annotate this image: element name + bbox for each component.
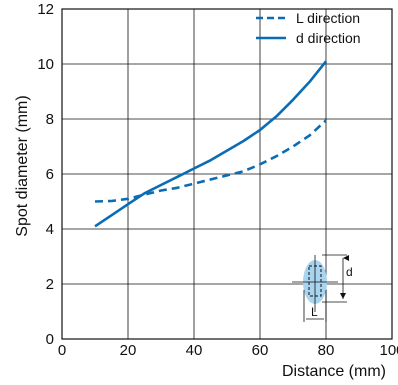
x-tick-label: 100 <box>379 342 398 359</box>
grid-lines <box>62 9 392 339</box>
x-tick-label: 80 <box>318 342 335 359</box>
series-line-l-direction <box>94 119 327 203</box>
y-tick-label: 4 <box>46 221 54 238</box>
series-lines <box>94 60 328 228</box>
x-tick-label: 0 <box>58 342 66 359</box>
x-tick-label: 60 <box>252 342 269 359</box>
plot-frame <box>61 8 393 340</box>
y-tick-label: 10 <box>37 56 54 73</box>
y-tick-label: 12 <box>37 1 54 18</box>
y-tick-labels: 0 2 4 6 8 10 12 <box>37 1 54 348</box>
spot-shape-inset: d L <box>292 254 353 322</box>
y-tick-label: 0 <box>46 331 54 348</box>
y-tick-label: 6 <box>46 166 54 183</box>
inset-l-label: L <box>311 305 318 319</box>
x-tick-label: 20 <box>120 342 137 359</box>
x-tick-labels: 0 20 40 60 80 100 <box>58 342 398 359</box>
series-line-d-direction <box>94 60 328 228</box>
legend-label-l-direction: L direction <box>296 10 360 26</box>
y-tick-label: 2 <box>46 276 54 293</box>
x-axis-label: Distance (mm) <box>282 363 386 380</box>
x-tick-label: 40 <box>186 342 203 359</box>
y-axis-label: Spot diameter (mm) <box>14 95 31 236</box>
y-tick-label: 8 <box>46 111 54 128</box>
legend-label-d-direction: d direction <box>296 30 361 46</box>
inset-d-label: d <box>346 265 353 279</box>
legend: L direction d direction <box>256 10 361 46</box>
